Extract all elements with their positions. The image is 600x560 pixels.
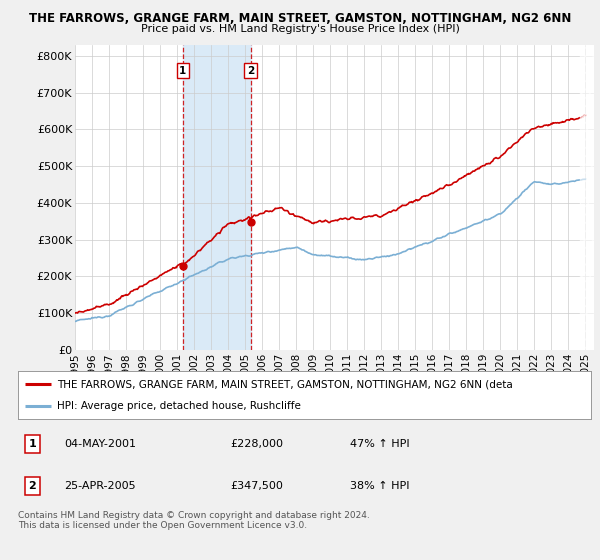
- Text: 38% ↑ HPI: 38% ↑ HPI: [350, 481, 410, 491]
- Text: Price paid vs. HM Land Registry's House Price Index (HPI): Price paid vs. HM Land Registry's House …: [140, 24, 460, 34]
- Text: THE FARROWS, GRANGE FARM, MAIN STREET, GAMSTON, NOTTINGHAM, NG2 6NN (deta: THE FARROWS, GRANGE FARM, MAIN STREET, G…: [57, 379, 513, 389]
- Text: 2: 2: [28, 481, 36, 491]
- Text: 47% ↑ HPI: 47% ↑ HPI: [350, 439, 410, 449]
- Text: 04-MAY-2001: 04-MAY-2001: [64, 439, 136, 449]
- Text: HPI: Average price, detached house, Rushcliffe: HPI: Average price, detached house, Rush…: [57, 401, 301, 411]
- Text: 1: 1: [179, 66, 187, 76]
- Text: 1: 1: [28, 439, 36, 449]
- Text: Contains HM Land Registry data © Crown copyright and database right 2024.
This d: Contains HM Land Registry data © Crown c…: [18, 511, 370, 530]
- Text: £228,000: £228,000: [230, 439, 283, 449]
- Bar: [580, 45, 594, 350]
- Text: £347,500: £347,500: [230, 481, 283, 491]
- Text: THE FARROWS, GRANGE FARM, MAIN STREET, GAMSTON, NOTTINGHAM, NG2 6NN: THE FARROWS, GRANGE FARM, MAIN STREET, G…: [29, 12, 571, 25]
- Text: 2: 2: [247, 66, 254, 76]
- Text: 25-APR-2005: 25-APR-2005: [64, 481, 136, 491]
- Bar: [183, 45, 251, 350]
